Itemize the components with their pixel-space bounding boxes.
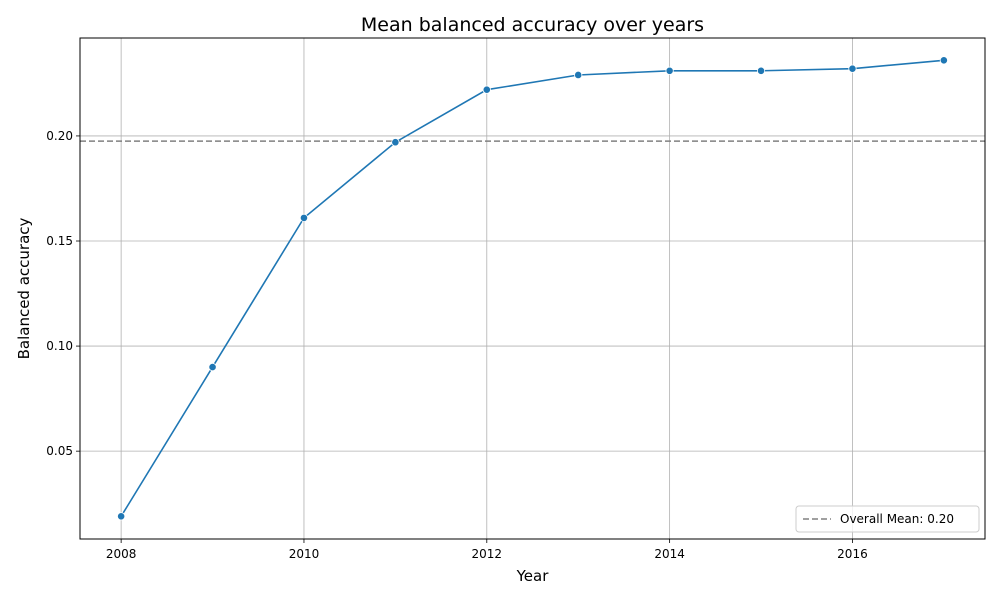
data-point	[848, 64, 857, 73]
x-tick-label: 2012	[472, 547, 503, 561]
data-point	[939, 56, 948, 65]
x-axis-label: Year	[516, 567, 550, 585]
x-axis-ticks: 2008 2010 2012 2014 2016	[106, 539, 868, 561]
y-axis-label: Balanced accuracy	[15, 217, 33, 359]
data-point	[299, 213, 309, 222]
data-point	[756, 66, 766, 75]
y-tick-label: 0.20	[46, 129, 73, 143]
legend-label: Overall Mean: 0.20	[840, 512, 954, 526]
data-point	[391, 138, 400, 147]
plot-frame	[79, 37, 986, 540]
x-tick-label: 2016	[837, 547, 868, 561]
data-point	[208, 362, 217, 372]
y-tick-label: 0.10	[46, 339, 73, 353]
legend-box	[795, 505, 980, 533]
legend: Overall Mean: 0.20	[795, 505, 980, 533]
x-tick-label: 2010	[289, 547, 320, 561]
data-point	[482, 85, 491, 94]
y-axis-ticks: 0.05 0.10 0.15 0.20	[46, 129, 80, 458]
data-point	[665, 66, 674, 75]
x-tick-label: 2014	[654, 547, 685, 561]
chart-title: Mean balanced accuracy over years	[361, 14, 704, 36]
data-point	[117, 512, 126, 521]
x-tick-label: 2008	[106, 547, 137, 561]
data-point	[574, 70, 583, 80]
y-tick-label: 0.05	[46, 444, 73, 458]
series-line	[120, 59, 944, 517]
grid	[80, 38, 985, 539]
y-tick-label: 0.15	[46, 234, 73, 248]
series-layer	[117, 56, 948, 521]
